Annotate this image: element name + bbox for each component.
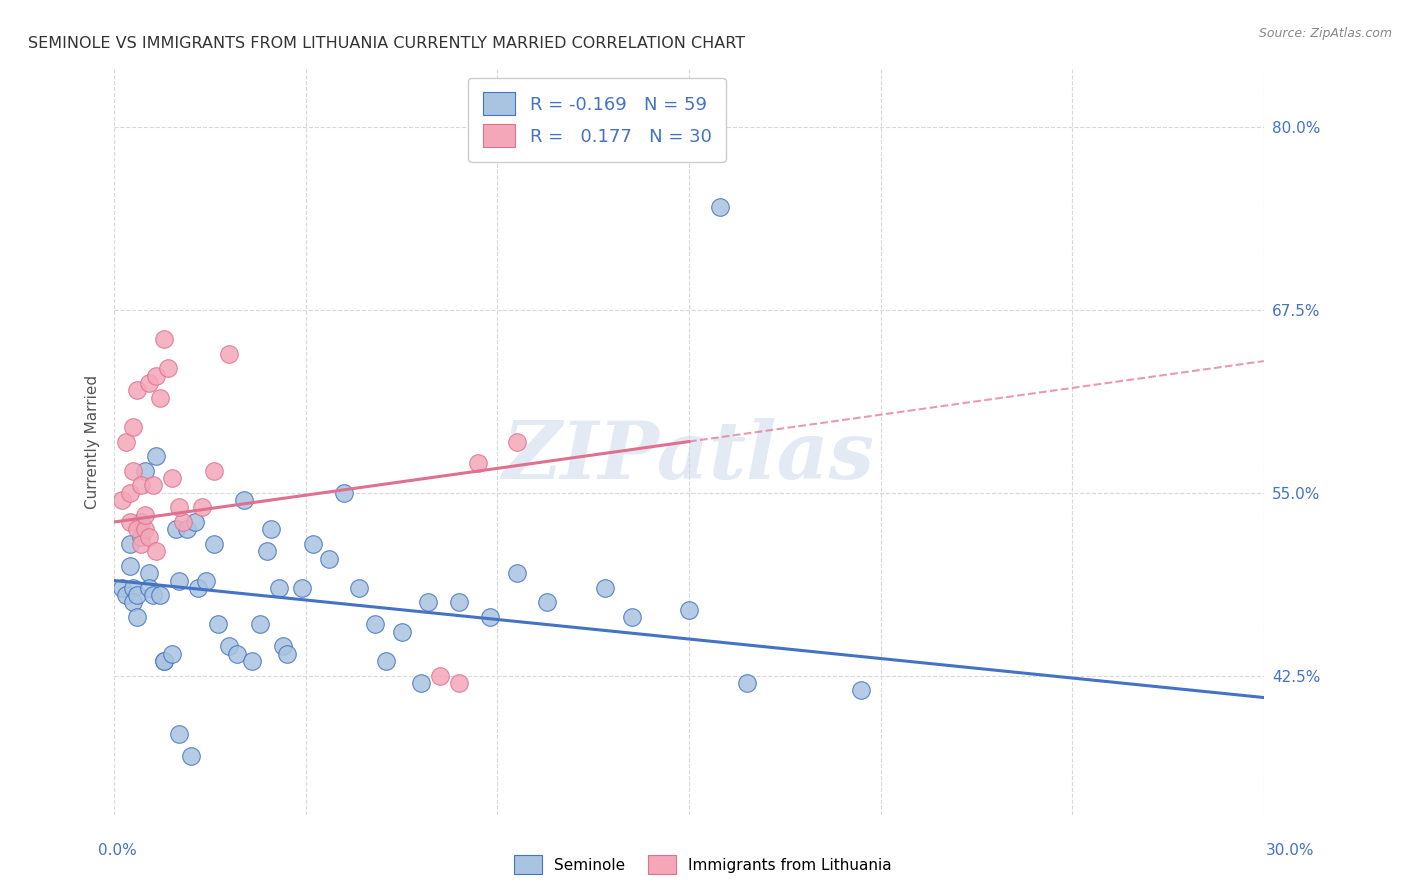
Point	[620, 610, 643, 624]
Text: 0.0%: 0.0%	[98, 843, 138, 858]
Point	[169, 574, 191, 588]
Point	[156, 361, 179, 376]
Point	[291, 581, 314, 595]
Point	[118, 537, 141, 551]
Point	[127, 610, 149, 624]
Point	[153, 332, 176, 346]
Point	[118, 485, 141, 500]
Point	[138, 376, 160, 390]
Point	[141, 478, 163, 492]
Point	[218, 640, 240, 654]
Point	[333, 485, 356, 500]
Point	[149, 588, 172, 602]
Point	[202, 464, 225, 478]
Legend: Seminole, Immigrants from Lithuania: Seminole, Immigrants from Lithuania	[509, 849, 897, 880]
Point	[233, 493, 256, 508]
Point	[172, 515, 194, 529]
Point	[735, 676, 758, 690]
Point	[129, 530, 152, 544]
Point	[593, 581, 616, 595]
Point	[183, 515, 205, 529]
Point	[118, 515, 141, 529]
Point	[160, 471, 183, 485]
Point	[138, 566, 160, 581]
Text: 30.0%: 30.0%	[1267, 843, 1315, 858]
Text: ZIPatlas: ZIPatlas	[503, 417, 875, 495]
Legend: R = -0.169   N = 59, R =   0.177   N = 30: R = -0.169 N = 59, R = 0.177 N = 30	[468, 78, 725, 161]
Point	[169, 727, 191, 741]
Point	[709, 201, 731, 215]
Point	[127, 384, 149, 398]
Point	[429, 668, 451, 682]
Point	[129, 478, 152, 492]
Point	[536, 595, 558, 609]
Point	[195, 574, 218, 588]
Point	[271, 640, 294, 654]
Point	[134, 464, 156, 478]
Point	[207, 617, 229, 632]
Point	[134, 508, 156, 522]
Point	[302, 537, 325, 551]
Point	[176, 522, 198, 536]
Point	[129, 515, 152, 529]
Point	[851, 683, 873, 698]
Point	[122, 595, 145, 609]
Point	[191, 500, 214, 515]
Point	[145, 368, 167, 383]
Point	[165, 522, 187, 536]
Point	[149, 391, 172, 405]
Point	[409, 676, 432, 690]
Point	[267, 581, 290, 595]
Point	[218, 347, 240, 361]
Y-axis label: Currently Married: Currently Married	[86, 375, 100, 508]
Point	[391, 624, 413, 639]
Point	[678, 603, 700, 617]
Point	[276, 647, 298, 661]
Point	[418, 595, 440, 609]
Point	[111, 493, 134, 508]
Point	[478, 610, 501, 624]
Point	[118, 558, 141, 573]
Point	[505, 566, 527, 581]
Point	[187, 581, 209, 595]
Point	[145, 449, 167, 463]
Point	[138, 530, 160, 544]
Point	[349, 581, 371, 595]
Point	[129, 537, 152, 551]
Point	[141, 588, 163, 602]
Point	[127, 588, 149, 602]
Text: Source: ZipAtlas.com: Source: ZipAtlas.com	[1258, 27, 1392, 40]
Point	[364, 617, 387, 632]
Point	[122, 420, 145, 434]
Point	[114, 588, 136, 602]
Point	[153, 654, 176, 668]
Point	[449, 595, 471, 609]
Point	[375, 654, 398, 668]
Point	[153, 654, 176, 668]
Point	[225, 647, 247, 661]
Point	[134, 522, 156, 536]
Point	[160, 647, 183, 661]
Point	[122, 581, 145, 595]
Point	[180, 749, 202, 764]
Point	[114, 434, 136, 449]
Point	[249, 617, 271, 632]
Point	[505, 434, 527, 449]
Point	[145, 544, 167, 558]
Point	[240, 654, 263, 668]
Point	[127, 522, 149, 536]
Point	[449, 676, 471, 690]
Point	[202, 537, 225, 551]
Text: SEMINOLE VS IMMIGRANTS FROM LITHUANIA CURRENTLY MARRIED CORRELATION CHART: SEMINOLE VS IMMIGRANTS FROM LITHUANIA CU…	[28, 36, 745, 51]
Point	[122, 464, 145, 478]
Point	[111, 581, 134, 595]
Point	[138, 581, 160, 595]
Point	[260, 522, 283, 536]
Point	[256, 544, 278, 558]
Point	[318, 551, 340, 566]
Point	[467, 457, 489, 471]
Point	[169, 500, 191, 515]
